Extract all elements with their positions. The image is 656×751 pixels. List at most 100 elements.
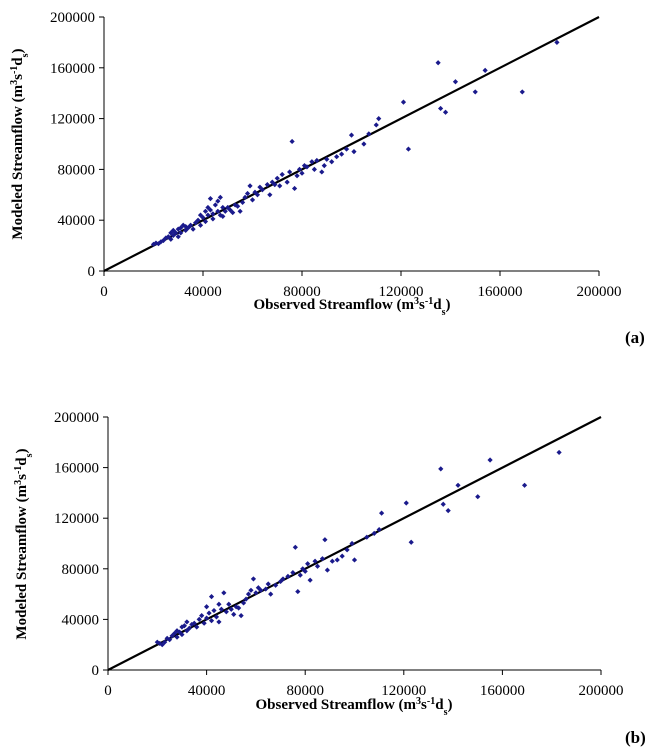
x-tick-label: 80000	[283, 284, 321, 300]
data-point	[329, 558, 335, 564]
x-axis-title: Observed Streamflow (m3s-1ds)	[254, 296, 451, 318]
data-point	[299, 170, 305, 176]
data-point	[472, 89, 478, 95]
x-tick-label: 40000	[184, 284, 222, 300]
data-point	[204, 615, 210, 621]
data-point	[207, 207, 214, 213]
data-point	[248, 587, 254, 593]
data-point	[445, 508, 451, 514]
data-point	[181, 623, 188, 629]
data-point	[475, 494, 481, 500]
data-point	[334, 154, 340, 160]
data-point	[238, 613, 244, 619]
data-point	[206, 610, 212, 616]
data-point	[438, 105, 444, 112]
data-point	[265, 581, 271, 587]
data-point	[339, 553, 345, 559]
data-point	[173, 230, 179, 236]
y-tick-label: 120000	[50, 112, 95, 128]
data-point	[319, 556, 326, 562]
data-point	[324, 567, 330, 573]
data-point	[252, 189, 258, 195]
x-tick-label: 200000	[577, 284, 622, 300]
data-point	[223, 609, 229, 615]
y-axis-title: Modeled Streamflow (m3s-1ds)	[13, 448, 35, 639]
data-point	[243, 596, 249, 602]
data-point	[202, 208, 209, 214]
panel-label: (a)	[625, 328, 645, 347]
data-point	[280, 576, 286, 582]
data-point	[253, 590, 259, 596]
data-point	[440, 501, 446, 507]
x-tick-label: 120000	[381, 683, 426, 699]
data-point	[304, 164, 310, 170]
data-point	[376, 116, 382, 122]
data-point	[254, 192, 261, 198]
data-point	[231, 611, 237, 617]
data-point	[190, 226, 196, 232]
data-point	[264, 182, 270, 188]
data-point	[521, 482, 528, 488]
data-point	[228, 606, 234, 612]
data-point	[519, 89, 525, 95]
data-point	[334, 557, 340, 563]
data-point	[175, 234, 181, 240]
y-tick-label: 160000	[50, 61, 95, 77]
data-point	[208, 594, 215, 600]
y-tick-label: 0	[88, 264, 96, 280]
data-point	[268, 591, 274, 597]
x-tick-label: 0	[104, 683, 112, 699]
data-point	[159, 642, 165, 648]
data-point	[309, 159, 315, 165]
data-point	[174, 628, 180, 634]
data-point	[292, 544, 298, 550]
y-tick-labels: 0 40000 80000 120000 160000 200000	[50, 10, 104, 280]
data-point	[176, 629, 183, 635]
data-point	[221, 590, 227, 596]
data-point	[258, 587, 264, 593]
data-point	[168, 236, 174, 242]
data-point	[408, 539, 414, 545]
data-point	[274, 175, 280, 181]
data-point	[249, 197, 256, 203]
data-point	[319, 169, 325, 175]
data-point	[452, 79, 459, 85]
x-tick-label: 160000	[480, 683, 525, 699]
data-point	[178, 230, 184, 236]
data-point	[211, 607, 217, 614]
data-point	[226, 601, 232, 607]
data-point	[291, 185, 298, 192]
data-point	[247, 183, 253, 189]
y-tick-labels: 0 40000 80000 120000 160000 200000	[54, 410, 108, 679]
data-point	[215, 198, 221, 204]
data-point	[435, 60, 441, 66]
scatter-panel-a: 0 40000 80000 120000 160000 200000 0 40000 8000…	[9, 10, 645, 347]
data-point	[379, 510, 385, 516]
data-point	[208, 618, 215, 624]
data-point	[311, 166, 317, 172]
data-point	[255, 585, 261, 591]
y-tick-label: 200000	[50, 10, 95, 26]
data-point	[204, 604, 210, 610]
data-point	[290, 569, 296, 576]
data-point	[455, 482, 461, 488]
data-point	[373, 122, 379, 128]
scatter-panel-b: 0 40000 80000 120000 160000 200000 0 40000 8000…	[13, 410, 646, 747]
data-point	[212, 202, 218, 208]
data-point	[339, 151, 345, 157]
data-point	[259, 187, 265, 193]
x-tick-label: 80000	[286, 683, 324, 699]
data-point	[257, 184, 263, 190]
data-point	[295, 588, 301, 595]
data-point	[554, 39, 560, 45]
data-point	[222, 208, 228, 214]
data-point	[273, 582, 279, 588]
y-tick-label: 200000	[54, 410, 99, 426]
data-point	[348, 132, 355, 138]
y-tick-label: 0	[92, 663, 100, 679]
data-point	[188, 222, 194, 228]
data-points	[154, 449, 562, 648]
y-axis-title: Modeled Streamflow (m3s-1ds)	[9, 48, 31, 239]
data-point	[556, 449, 562, 456]
data-point	[213, 614, 220, 620]
